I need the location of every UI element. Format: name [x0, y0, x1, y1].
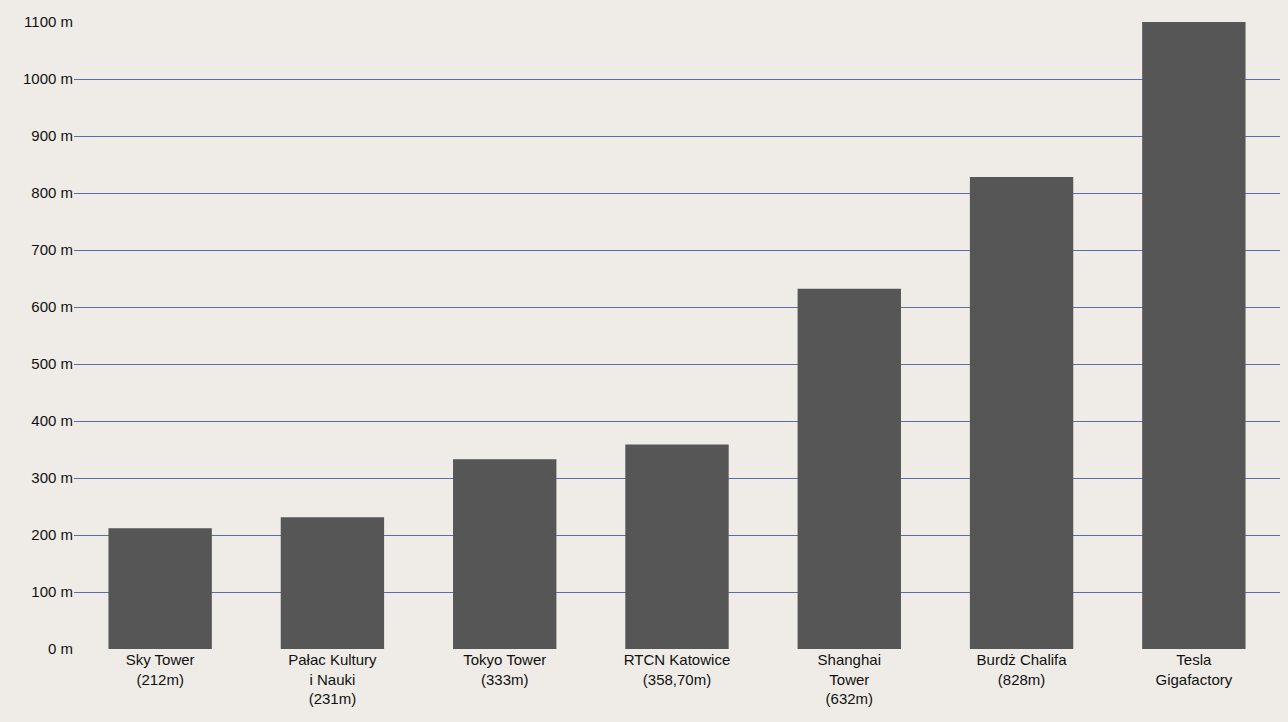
svg-text:RTCN Katowice(358,70m): RTCN Katowice(358,70m) — [624, 651, 730, 688]
svg-text:ShanghaiTower(632m): ShanghaiTower(632m) — [818, 651, 881, 707]
svg-text:400 m: 400 m — [31, 412, 73, 429]
svg-text:0 m: 0 m — [48, 640, 73, 657]
svg-text:Sky Tower(212m): Sky Tower(212m) — [126, 651, 195, 688]
svg-text:600 m: 600 m — [31, 298, 73, 315]
svg-text:300 m: 300 m — [31, 469, 73, 486]
svg-text:1000 m: 1000 m — [23, 70, 73, 87]
svg-text:Burdż Chalifa(828m): Burdż Chalifa(828m) — [977, 651, 1068, 688]
svg-text:900 m: 900 m — [31, 127, 73, 144]
svg-text:1100 m: 1100 m — [24, 13, 73, 30]
svg-text:800 m: 800 m — [31, 184, 73, 201]
svg-text:Tokyo Tower(333m): Tokyo Tower(333m) — [463, 651, 546, 688]
svg-text:Pałac Kulturyi Nauki(231m): Pałac Kulturyi Nauki(231m) — [288, 651, 377, 707]
svg-text:200 m: 200 m — [31, 526, 73, 543]
svg-text:700 m: 700 m — [31, 241, 73, 258]
svg-text:TeslaGigafactory: TeslaGigafactory — [1156, 651, 1233, 688]
svg-text:500 m: 500 m — [31, 355, 73, 372]
svg-text:100 m: 100 m — [31, 583, 73, 600]
